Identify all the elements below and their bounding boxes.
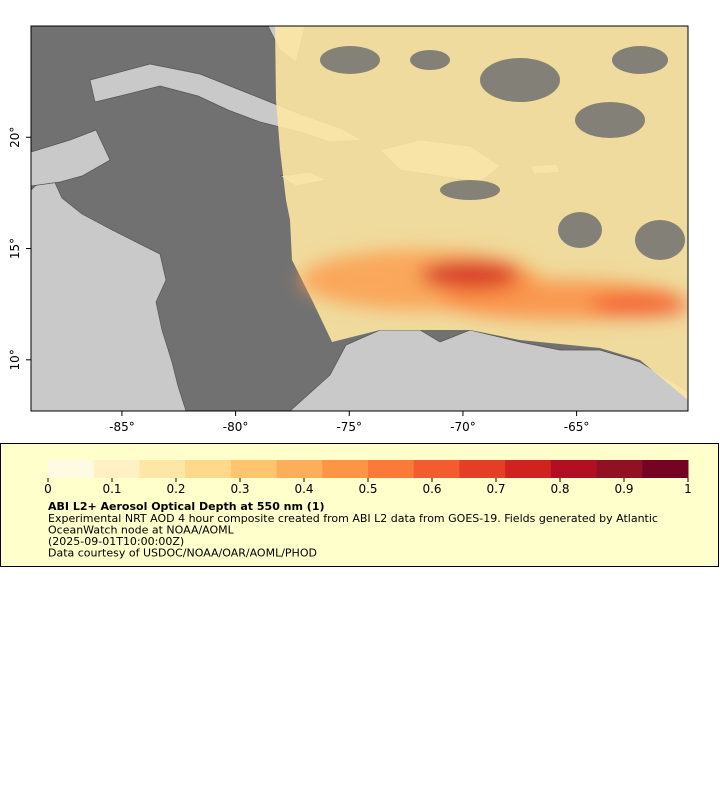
y-tick-label: 15° — [8, 238, 22, 259]
x-tick-label: -70° — [450, 420, 476, 434]
x-tick-label: -85° — [109, 420, 135, 434]
colorbar-tick-label: 0 — [44, 482, 52, 496]
colorbar-tick-label: 0.4 — [294, 482, 313, 496]
colorbar-tick-label: 0.7 — [486, 482, 505, 496]
x-tick-label: -80° — [223, 420, 249, 434]
colorbar-swatch — [505, 460, 552, 478]
colorbar-swatch — [48, 460, 95, 478]
legend-line: Experimental NRT AOD 4 hour composite cr… — [48, 512, 658, 525]
aod-overlay — [275, 26, 688, 400]
colorbar-swatch — [596, 460, 643, 478]
y-tick-label: 10° — [8, 349, 22, 370]
colorbar-swatch — [550, 460, 598, 478]
colorbar-tick-label: 0.5 — [358, 482, 377, 496]
colorbar-swatch — [413, 460, 460, 478]
colorbar-tick-label: 0.8 — [550, 482, 569, 496]
colorbar-tick-label: 0.2 — [166, 482, 185, 496]
map — [31, 26, 688, 411]
colorbar-tick-label: 0.3 — [230, 482, 249, 496]
colorbar-swatch — [642, 460, 689, 478]
colorbar-swatch — [185, 460, 232, 478]
colorbar-swatch — [93, 460, 140, 478]
legend-line: OceanWatch node at NOAA/AOML — [48, 524, 235, 537]
colorbar-swatch — [459, 460, 506, 478]
colorbar-swatch — [322, 460, 369, 478]
legend-line: Data courtesy of USDOC/NOAA/OAR/AOML/PHO… — [48, 547, 317, 560]
x-tick-label: -65° — [564, 420, 590, 434]
y-tick-label: 20° — [8, 127, 22, 148]
colorbar-swatch — [276, 460, 323, 478]
colorbar-tick-label: 1 — [684, 482, 692, 496]
colorbar-tick-label: 0.6 — [422, 482, 441, 496]
legend-title: ABI L2+ Aerosol Optical Depth at 550 nm … — [48, 500, 325, 513]
map-frame — [30, 25, 689, 412]
colorbar-tick-label: 0.1 — [102, 482, 121, 496]
legend-line: (2025-09-01T10:00:00Z) — [48, 535, 184, 548]
colorbar-tick-label: 0.9 — [614, 482, 633, 496]
colorbar-swatch — [230, 460, 278, 478]
colorbar-swatch — [368, 460, 415, 478]
x-tick-label: -75° — [336, 420, 362, 434]
colorbar-swatch — [139, 460, 186, 478]
